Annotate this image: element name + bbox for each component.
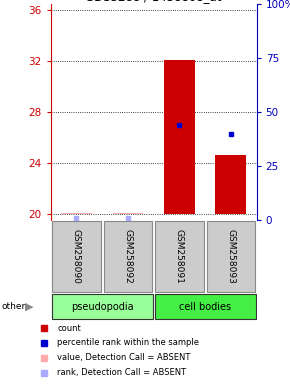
Text: GSM258091: GSM258091 <box>175 229 184 284</box>
Bar <box>155 222 204 291</box>
Text: GSM258090: GSM258090 <box>72 229 81 284</box>
Text: count: count <box>57 324 81 333</box>
Text: value, Detection Call = ABSENT: value, Detection Call = ABSENT <box>57 353 191 362</box>
Bar <box>61 213 92 214</box>
Text: pseudopodia: pseudopodia <box>71 302 133 312</box>
Text: other: other <box>1 302 26 311</box>
Text: cell bodies: cell bodies <box>179 302 231 312</box>
Text: GSM258093: GSM258093 <box>226 229 235 284</box>
Bar <box>155 295 255 319</box>
Bar <box>207 222 255 291</box>
Text: rank, Detection Call = ABSENT: rank, Detection Call = ABSENT <box>57 368 186 377</box>
Bar <box>113 213 143 214</box>
Bar <box>104 222 152 291</box>
Text: percentile rank within the sample: percentile rank within the sample <box>57 338 199 348</box>
Bar <box>215 155 246 214</box>
Title: GDS3288 / 1438808_at: GDS3288 / 1438808_at <box>86 0 222 3</box>
Bar <box>52 222 101 291</box>
Bar <box>52 295 153 319</box>
Text: GSM258092: GSM258092 <box>124 229 133 283</box>
Bar <box>164 60 195 214</box>
Text: ▶: ▶ <box>25 302 33 312</box>
